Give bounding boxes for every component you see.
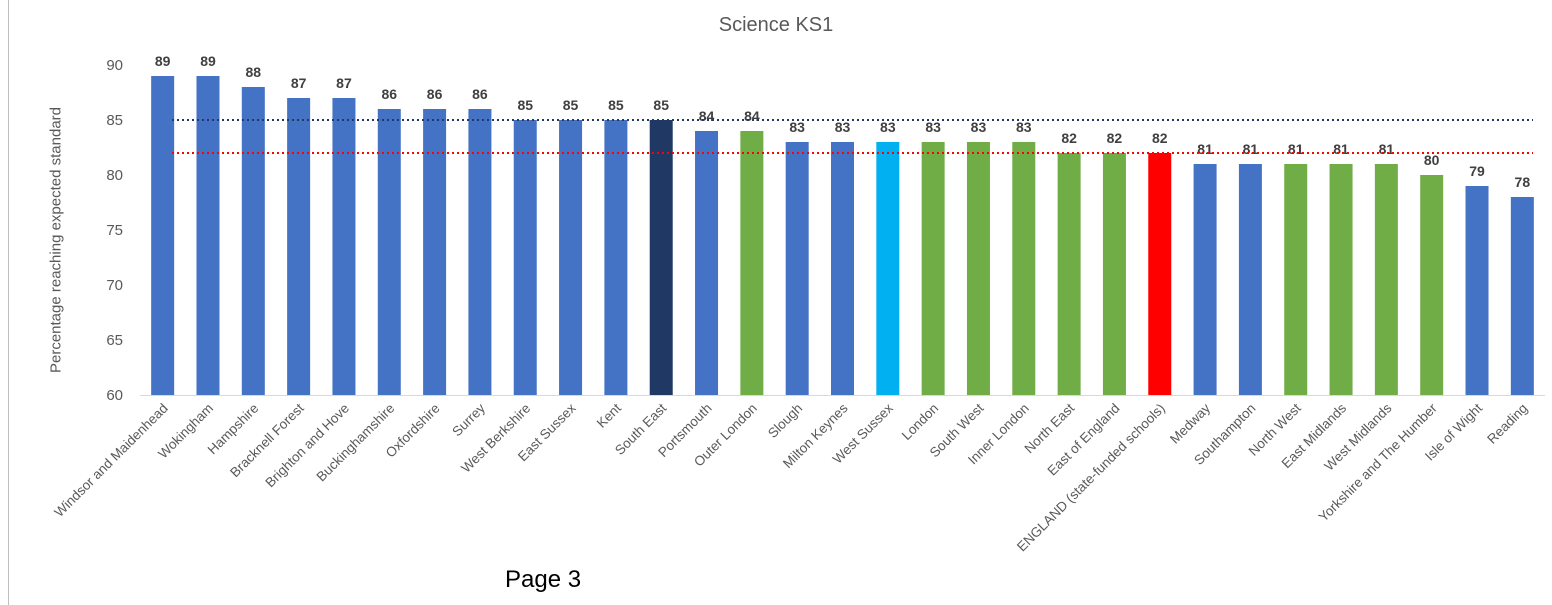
bar: [1148, 153, 1172, 395]
bar: [1329, 164, 1353, 395]
bar: [151, 76, 175, 395]
data-label: 83: [835, 119, 851, 135]
bar: [1012, 142, 1036, 395]
x-tick-label: Slough: [765, 401, 805, 441]
y-tick-label: 85: [106, 112, 123, 129]
data-label: 84: [744, 108, 760, 124]
bar: [559, 120, 583, 395]
bar: [604, 120, 628, 395]
y-tick-label: 80: [106, 167, 123, 184]
bar: [695, 131, 719, 395]
x-tick-label: Medway: [1167, 400, 1213, 446]
page-left-border: [8, 0, 9, 605]
data-label: 83: [880, 119, 896, 135]
data-label: 83: [1016, 119, 1032, 135]
y-tick-label: 75: [106, 222, 123, 239]
x-tick-label: Surrey: [449, 400, 488, 439]
bar: [785, 142, 809, 395]
bar: [831, 142, 854, 395]
x-tick-label: Buckinghamshire: [314, 401, 398, 485]
y-tick-label: 90: [106, 57, 123, 74]
bar: [1102, 153, 1126, 395]
bar: [876, 142, 900, 395]
data-label: 87: [336, 75, 352, 91]
data-label: 85: [653, 97, 669, 113]
data-label: 86: [427, 86, 443, 102]
bar: [1420, 175, 1444, 395]
data-label: 84: [699, 108, 715, 124]
bar: [423, 109, 447, 395]
data-label: 79: [1469, 163, 1485, 179]
y-tick-label: 70: [106, 277, 123, 294]
bar: [1057, 153, 1081, 395]
bar: [740, 131, 764, 395]
data-label: 81: [1243, 141, 1259, 157]
bar: [1193, 164, 1217, 395]
bar: [332, 98, 356, 395]
page-number: Page 3: [505, 566, 582, 593]
data-label: 83: [789, 119, 805, 135]
data-label: 81: [1197, 141, 1213, 157]
bar: [921, 142, 945, 395]
data-label: 83: [971, 119, 987, 135]
data-label: 83: [925, 119, 941, 135]
bar: [241, 87, 265, 395]
data-label: 81: [1379, 141, 1395, 157]
data-label: 81: [1288, 141, 1304, 157]
data-label: 82: [1107, 130, 1123, 146]
bar: [468, 109, 492, 395]
data-label: 87: [291, 75, 307, 91]
x-tick-label: Kent: [594, 400, 624, 430]
bar: [287, 98, 311, 395]
chart-title: Science KS1: [718, 14, 834, 36]
data-label: 82: [1152, 130, 1168, 146]
bar: [1465, 186, 1489, 395]
x-tick-label: London: [899, 401, 941, 443]
bar: [1284, 164, 1308, 395]
x-tick-label: Brighton and Hove: [262, 401, 352, 491]
bar: [377, 109, 401, 395]
bar: [513, 120, 537, 395]
data-label: 89: [200, 53, 216, 69]
data-label: 78: [1515, 174, 1531, 190]
data-label: 86: [472, 86, 488, 102]
y-axis-label: Percentage reaching expected standard: [47, 106, 65, 374]
y-tick-label: 65: [106, 332, 123, 349]
y-tick-label: 60: [106, 387, 123, 404]
data-label: 86: [381, 86, 397, 102]
data-label: 85: [517, 97, 533, 113]
bar: [649, 120, 673, 395]
data-label: 80: [1424, 152, 1440, 168]
x-tick-label: Reading: [1484, 401, 1530, 447]
bar: [1238, 164, 1262, 395]
bar: [196, 76, 220, 395]
data-label: 89: [155, 53, 171, 69]
data-label: 81: [1333, 141, 1349, 157]
data-label: 82: [1061, 130, 1077, 146]
bar: [966, 142, 990, 395]
bar: [1374, 164, 1398, 395]
data-label: 85: [563, 97, 579, 113]
data-label: 88: [246, 64, 262, 80]
data-label: 85: [608, 97, 624, 113]
x-tick-label: Windsor and Maidenhead: [51, 401, 170, 520]
bar: [1510, 197, 1534, 395]
